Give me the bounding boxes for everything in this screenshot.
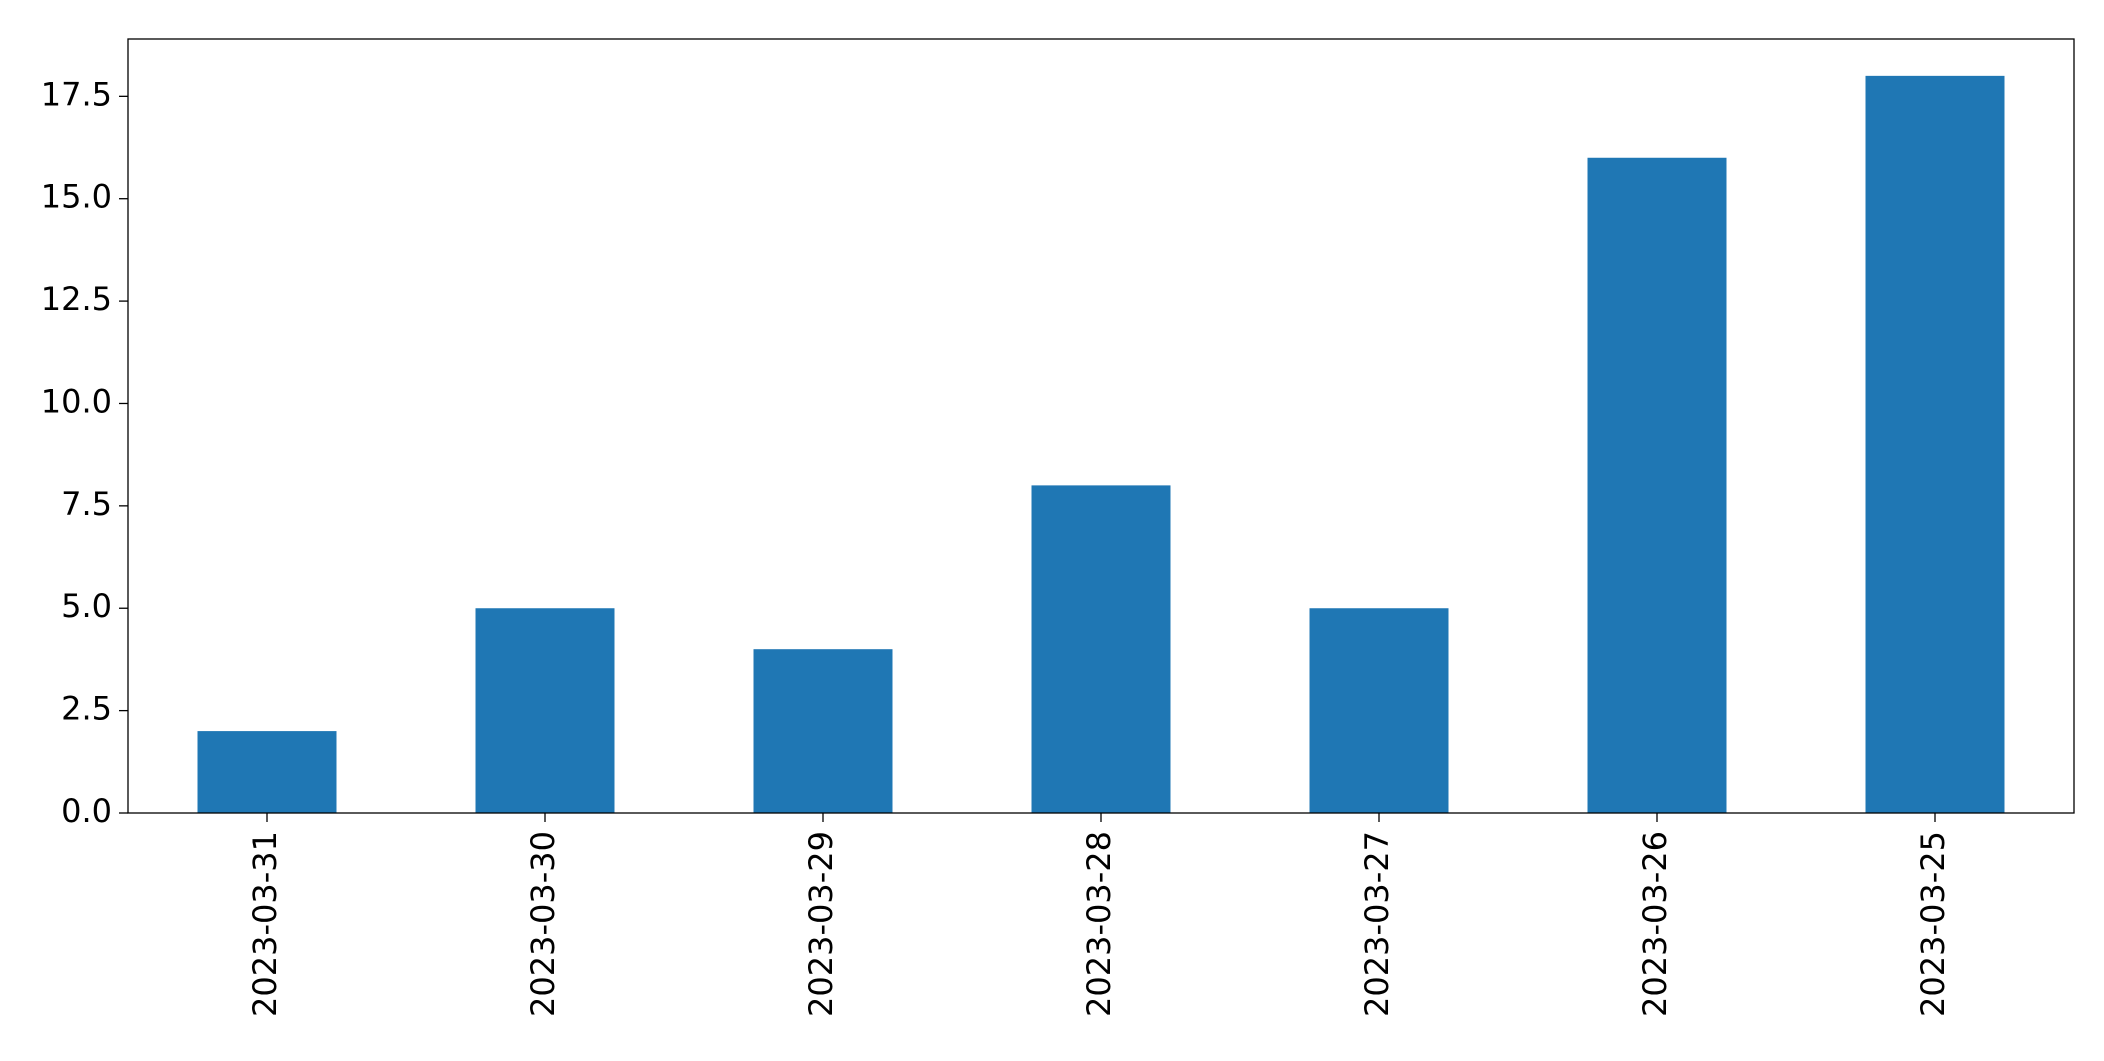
x-tick-label: 2023-03-30 — [524, 831, 562, 1017]
y-tick-label: 12.5 — [41, 280, 112, 318]
x-tick-label: 2023-03-28 — [1080, 831, 1118, 1017]
bar — [475, 608, 615, 813]
y-tick-label: 15.0 — [41, 178, 112, 216]
y-tick-label: 0.0 — [61, 792, 112, 830]
x-tick-label: 2023-03-27 — [1358, 831, 1396, 1017]
bar — [753, 649, 893, 813]
plot-frame — [127, 38, 2075, 814]
y-tick-label: 2.5 — [61, 690, 112, 728]
y-tick-label: 10.0 — [41, 382, 112, 420]
bar — [1031, 485, 1171, 813]
x-tick-label: 2023-03-29 — [802, 831, 840, 1017]
bar — [1309, 608, 1449, 813]
y-tick-label: 7.5 — [61, 485, 112, 523]
x-tick-label: 2023-03-31 — [246, 831, 284, 1017]
x-tick-label: 2023-03-25 — [1914, 831, 1952, 1017]
bar — [197, 731, 337, 813]
y-tick-label: 5.0 — [61, 587, 112, 625]
x-tick-label: 2023-03-26 — [1636, 831, 1674, 1017]
bar — [1865, 75, 2005, 814]
bar — [1587, 157, 1727, 813]
y-tick-label: 17.5 — [41, 75, 112, 113]
